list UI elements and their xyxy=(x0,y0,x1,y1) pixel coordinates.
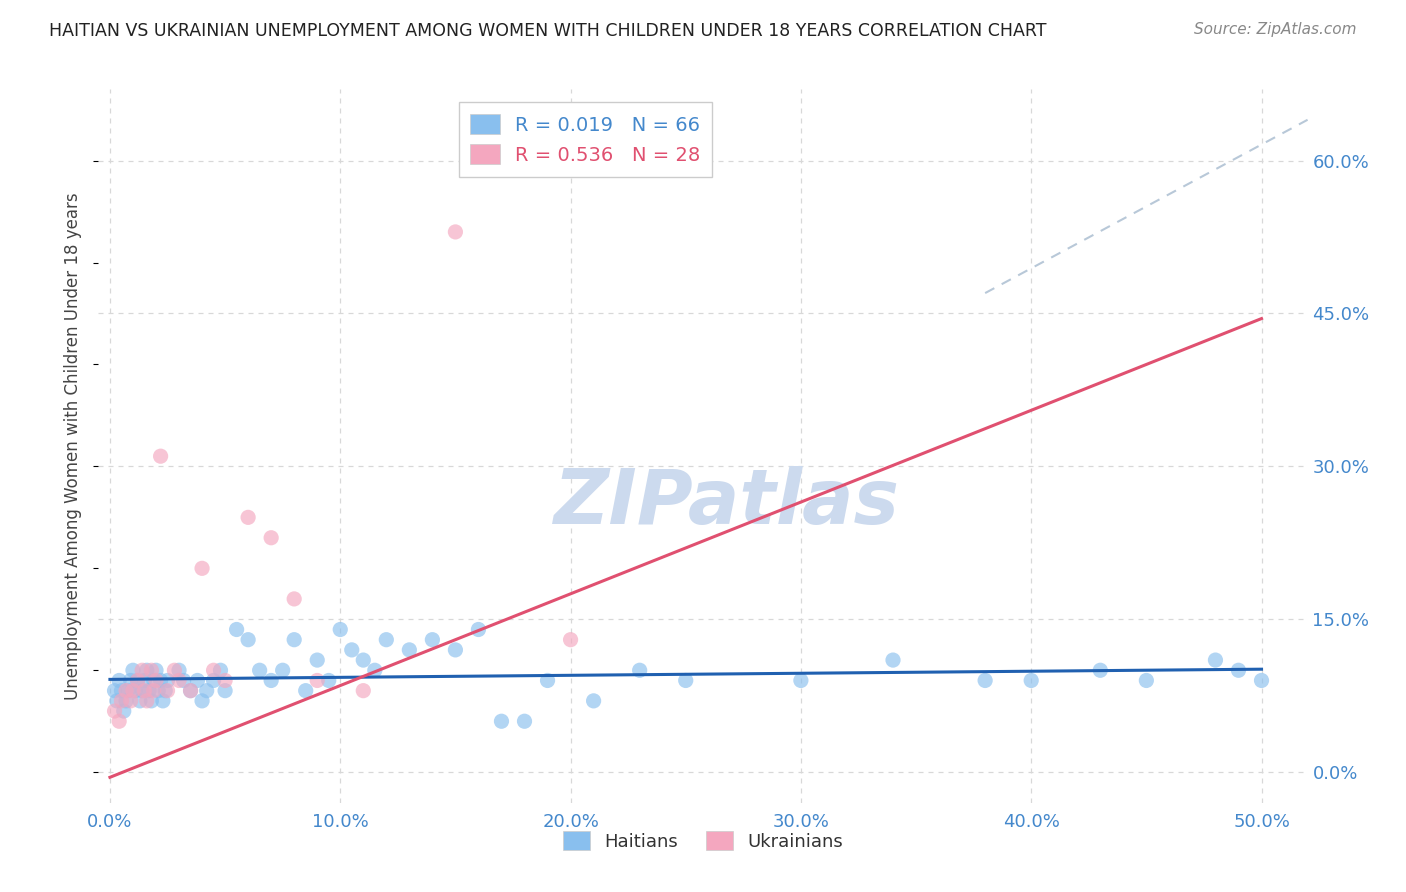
Point xyxy=(444,643,467,657)
Point xyxy=(145,663,167,677)
Point xyxy=(467,623,489,637)
Text: ZIPatlas: ZIPatlas xyxy=(554,467,900,540)
Point xyxy=(560,632,582,647)
Point xyxy=(209,663,232,677)
Point xyxy=(329,623,352,637)
Point xyxy=(364,663,387,677)
Point xyxy=(131,683,153,698)
Point xyxy=(307,673,329,688)
Point xyxy=(1090,663,1112,677)
Point xyxy=(1019,673,1042,688)
Point xyxy=(167,663,190,677)
Point xyxy=(131,663,153,677)
Point xyxy=(155,683,177,698)
Point xyxy=(110,694,132,708)
Point xyxy=(352,653,374,667)
Point xyxy=(103,683,125,698)
Point xyxy=(167,673,190,688)
Point xyxy=(110,683,132,698)
Point xyxy=(1204,653,1226,667)
Point xyxy=(124,683,146,698)
Point xyxy=(202,663,225,677)
Point xyxy=(294,683,316,698)
Point xyxy=(260,673,283,688)
Point xyxy=(149,449,172,463)
Point xyxy=(790,673,813,688)
Point xyxy=(122,663,145,677)
Point xyxy=(173,673,195,688)
Point xyxy=(191,694,214,708)
Point xyxy=(260,531,283,545)
Point xyxy=(974,673,997,688)
Point xyxy=(214,673,236,688)
Point xyxy=(163,663,186,677)
Point xyxy=(149,673,172,688)
Point xyxy=(152,694,174,708)
Point xyxy=(1250,673,1272,688)
Point xyxy=(142,683,165,698)
Point xyxy=(142,673,165,688)
Point xyxy=(135,694,157,708)
Point xyxy=(156,683,179,698)
Point xyxy=(108,673,131,688)
Point xyxy=(882,653,904,667)
Point xyxy=(138,683,160,698)
Point xyxy=(195,683,218,698)
Point xyxy=(271,663,294,677)
Point xyxy=(180,683,202,698)
Point xyxy=(141,694,163,708)
Point xyxy=(236,510,259,524)
Point xyxy=(352,683,374,698)
Point xyxy=(120,694,142,708)
Point xyxy=(1227,663,1250,677)
Point xyxy=(491,714,513,729)
Point xyxy=(180,683,202,698)
Point xyxy=(249,663,271,677)
Point xyxy=(134,683,156,698)
Text: HAITIAN VS UKRAINIAN UNEMPLOYMENT AMONG WOMEN WITH CHILDREN UNDER 18 YEARS CORRE: HAITIAN VS UKRAINIAN UNEMPLOYMENT AMONG … xyxy=(49,22,1046,40)
Point xyxy=(202,673,225,688)
Point xyxy=(375,632,398,647)
Point xyxy=(115,694,138,708)
Legend: Haitians, Ukrainians: Haitians, Ukrainians xyxy=(555,824,851,858)
Point xyxy=(103,704,125,718)
Point xyxy=(191,561,214,575)
Point xyxy=(120,673,142,688)
Point xyxy=(135,663,157,677)
Point xyxy=(108,714,131,729)
Point xyxy=(112,704,135,718)
Point xyxy=(127,673,149,688)
Point xyxy=(340,643,363,657)
Point xyxy=(283,632,305,647)
Point xyxy=(115,683,138,698)
Point xyxy=(582,694,605,708)
Point xyxy=(444,225,467,239)
Point xyxy=(148,683,170,698)
Point xyxy=(628,663,651,677)
Point xyxy=(1135,673,1157,688)
Point xyxy=(156,673,179,688)
Point xyxy=(186,673,208,688)
Text: Source: ZipAtlas.com: Source: ZipAtlas.com xyxy=(1194,22,1357,37)
Point xyxy=(214,683,236,698)
Point xyxy=(127,673,149,688)
Point xyxy=(422,632,444,647)
Y-axis label: Unemployment Among Women with Children Under 18 years: Unemployment Among Women with Children U… xyxy=(65,192,83,700)
Point xyxy=(225,623,247,637)
Point xyxy=(117,683,139,698)
Point xyxy=(283,591,305,606)
Point xyxy=(307,653,329,667)
Point xyxy=(536,673,558,688)
Point xyxy=(122,683,145,698)
Point xyxy=(236,632,259,647)
Point xyxy=(398,643,420,657)
Point xyxy=(141,663,163,677)
Point xyxy=(105,694,128,708)
Point xyxy=(134,673,156,688)
Point xyxy=(145,673,167,688)
Point xyxy=(675,673,697,688)
Point xyxy=(318,673,340,688)
Point xyxy=(513,714,536,729)
Point xyxy=(128,694,150,708)
